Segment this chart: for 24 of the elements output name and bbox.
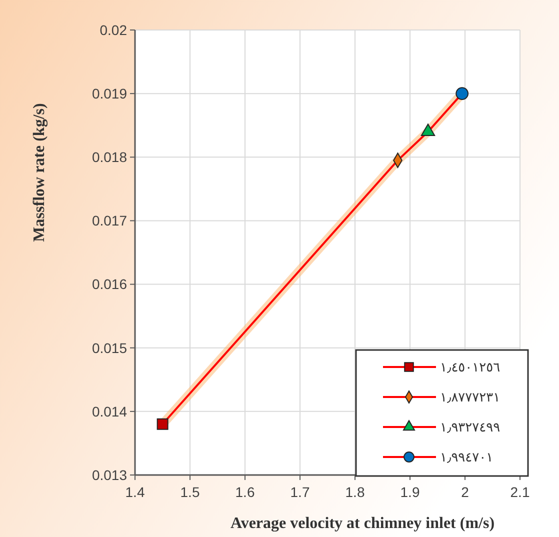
legend-label: ١٫٩٣٢٧٤٩٩ xyxy=(440,420,500,436)
x-tick-label: 1.4 xyxy=(125,484,145,500)
y-tick-label: 0.013 xyxy=(92,466,128,483)
x-tick-label: 1.5 xyxy=(180,484,200,500)
x-tick-label: 1.9 xyxy=(400,484,420,500)
point xyxy=(156,418,168,430)
x-tick-label: 1.6 xyxy=(235,484,255,500)
y-tick-label: 0.015 xyxy=(92,340,128,356)
y-tick-label: 0.014 xyxy=(92,403,128,420)
legend-label: ١٫٤٥٠١٢٥٦ xyxy=(440,360,500,376)
point xyxy=(456,87,469,100)
x-tick-label: 1.7 xyxy=(290,484,310,500)
y-axis-title: Massflow rate (kg/s) xyxy=(31,103,48,242)
x-tick-label: 2.1 xyxy=(510,484,530,500)
x-axis-title: Average velocity at chimney inlet (m/s) xyxy=(230,515,495,532)
y-tick-label: 0.017 xyxy=(92,212,128,229)
legend-label: ١٫٩٩٤٧٠١ xyxy=(440,450,494,466)
x-tick-label: 1.8 xyxy=(345,484,365,500)
x-tick-label: 2 xyxy=(461,484,470,500)
legend-label: ١٫٨٧٧٧٢٣١ xyxy=(440,390,500,406)
y-tick-label: 0.018 xyxy=(92,149,128,166)
y-tick-label: 0.02 xyxy=(100,22,128,38)
y-tick-label: 0.016 xyxy=(92,276,128,292)
y-tick-label: 0.019 xyxy=(92,85,128,102)
